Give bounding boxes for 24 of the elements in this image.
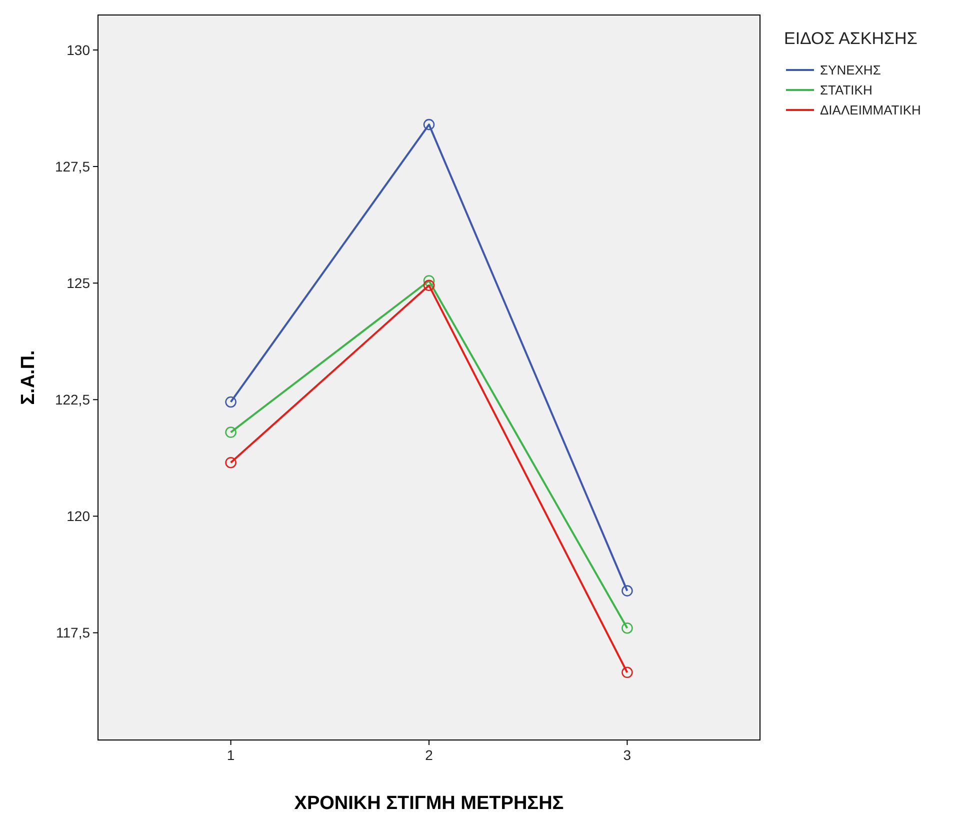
point bbox=[622, 622, 633, 634]
point bbox=[225, 456, 236, 468]
y-tick-label: 120 bbox=[66, 508, 90, 524]
y-tick-label: 127,5 bbox=[54, 158, 90, 174]
legend-title: ΕΙΔΟΣ ΑΣΚΗΣΗΣ bbox=[784, 29, 918, 48]
point bbox=[622, 585, 633, 596]
y-tick-label: 117,5 bbox=[56, 624, 90, 641]
x-tick-label: 1 bbox=[226, 747, 235, 763]
legend-label: ΔΙΑΛΕΙΜΜΑΤΙΚΗ bbox=[820, 102, 921, 118]
point bbox=[423, 118, 435, 130]
point bbox=[423, 275, 435, 286]
y-tick-label: 122,5 bbox=[54, 392, 90, 408]
point bbox=[622, 666, 633, 678]
legend-label: ΣΤΑΤΙΚΗ bbox=[820, 82, 872, 98]
y-tick-label: 125 bbox=[66, 274, 90, 291]
x-tick-label: 2 bbox=[425, 747, 434, 763]
point bbox=[423, 280, 435, 292]
x-axis-title: ΧΡΟΝΙΚΗ ΣΤΙΓΜΗ ΜΕΤΡΗΣΗΣ bbox=[294, 793, 564, 814]
y-axis-title: Σ.Α.Π. bbox=[18, 350, 39, 405]
legend-label: ΣΥΝΕΧΗΣ bbox=[820, 62, 881, 78]
y-tick-label: 130 bbox=[66, 42, 90, 58]
point bbox=[225, 426, 236, 438]
point bbox=[225, 396, 236, 408]
x-tick-label: 3 bbox=[623, 747, 632, 763]
